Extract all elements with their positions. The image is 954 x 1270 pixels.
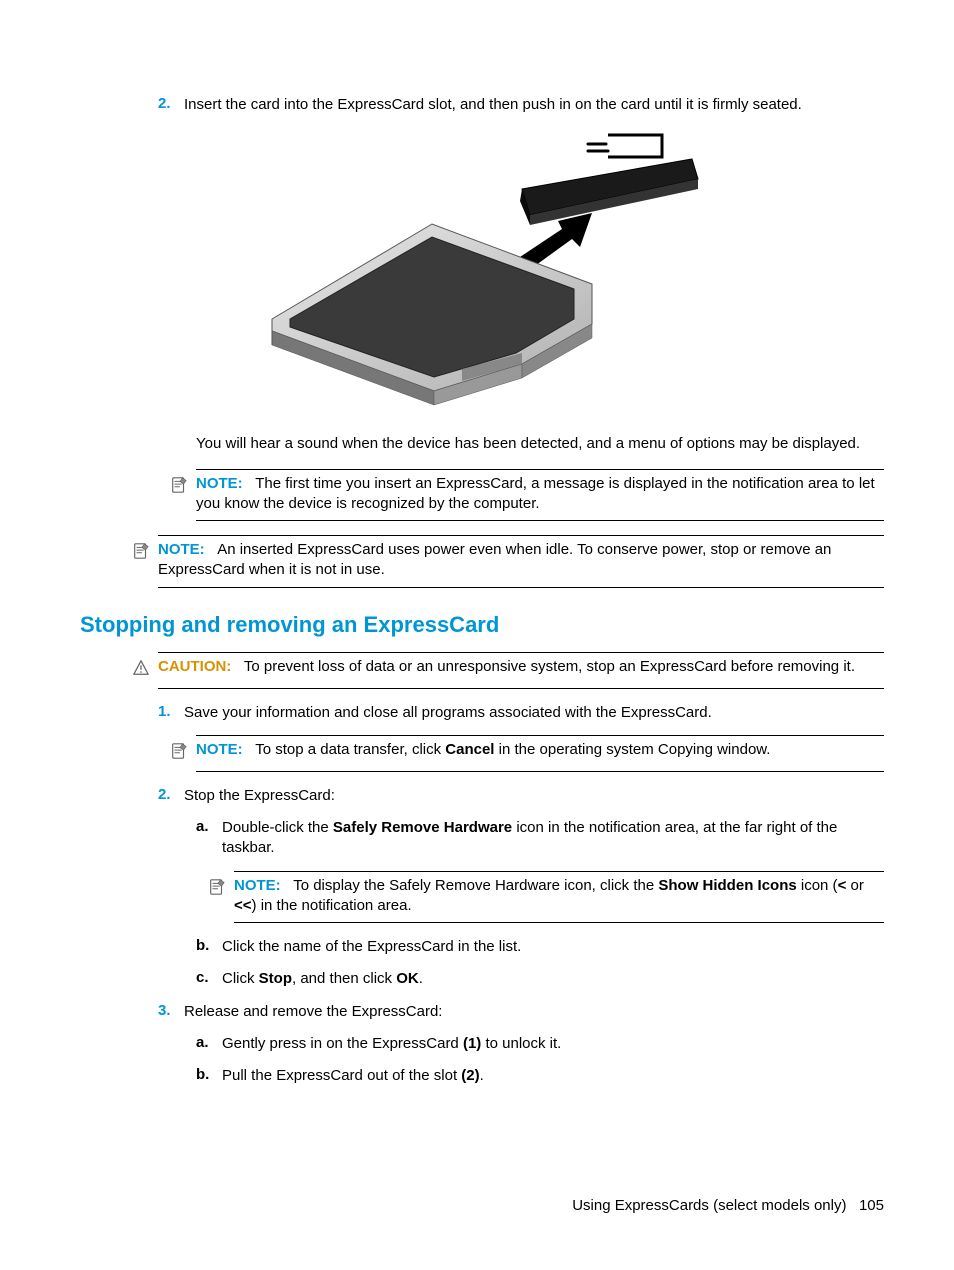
step-number: 3.: [158, 1002, 184, 1022]
substep-letter: a.: [196, 818, 222, 859]
expresscard-illustration-svg: [262, 129, 702, 409]
note-icon: [170, 476, 188, 494]
step-row: 2. Stop the ExpressCard:: [158, 786, 884, 806]
substep-text: Gently press in on the ExpressCard (1) t…: [222, 1034, 884, 1054]
note-box: NOTE: An inserted ExpressCard uses power…: [158, 535, 884, 588]
expresscard-figure: [80, 129, 884, 414]
note-label: NOTE:: [158, 541, 205, 558]
note-content: NOTE: To stop a data transfer, click Can…: [196, 740, 884, 760]
caution-content: CAUTION: To prevent loss of data or an u…: [158, 657, 884, 677]
note-label: NOTE:: [196, 475, 243, 492]
page-footer: Using ExpressCards (select models only) …: [572, 1197, 884, 1214]
caution-icon: [132, 659, 150, 677]
caution-text: To prevent loss of data or an unresponsi…: [244, 658, 855, 675]
note-text: The first time you insert an ExpressCard…: [196, 475, 875, 512]
footer-text: Using ExpressCards (select models only): [572, 1197, 846, 1214]
note-box: NOTE: To stop a data transfer, click Can…: [196, 735, 884, 772]
substep-row: a. Gently press in on the ExpressCard (1…: [196, 1034, 884, 1054]
step-text: Release and remove the ExpressCard:: [184, 1002, 884, 1022]
document-page: 2. Insert the card into the ExpressCard …: [0, 0, 954, 1270]
note-text: An inserted ExpressCard uses power even …: [158, 541, 831, 578]
substep-row: a. Double-click the Safely Remove Hardwa…: [196, 818, 884, 859]
step-row: 2. Insert the card into the ExpressCard …: [158, 95, 884, 115]
page-number: 105: [859, 1197, 884, 1214]
note-label: NOTE:: [234, 877, 281, 894]
caution-label: CAUTION:: [158, 658, 231, 675]
substep-letter: b.: [196, 937, 222, 957]
substep-text: Click the name of the ExpressCard in the…: [222, 937, 884, 957]
step-text: Save your information and close all prog…: [184, 703, 884, 723]
step-row: 1. Save your information and close all p…: [158, 703, 884, 723]
after-figure-text: You will hear a sound when the device ha…: [196, 434, 884, 454]
note-content: NOTE: An inserted ExpressCard uses power…: [158, 540, 884, 581]
substep-text: Click Stop, and then click OK.: [222, 969, 884, 989]
substep-row: b. Pull the ExpressCard out of the slot …: [196, 1066, 884, 1086]
section-heading: Stopping and removing an ExpressCard: [80, 612, 884, 638]
note-label: NOTE:: [196, 741, 243, 758]
step-row: 3. Release and remove the ExpressCard:: [158, 1002, 884, 1022]
substep-letter: c.: [196, 969, 222, 989]
note-box: NOTE: The first time you insert an Expre…: [196, 469, 884, 522]
note-icon: [132, 542, 150, 560]
note-box: NOTE: To display the Safely Remove Hardw…: [234, 871, 884, 924]
substep-text: Double-click the Safely Remove Hardware …: [222, 818, 884, 859]
note-icon: [208, 878, 226, 896]
substep-letter: a.: [196, 1034, 222, 1054]
substep-text: Pull the ExpressCard out of the slot (2)…: [222, 1066, 884, 1086]
substep-row: b. Click the name of the ExpressCard in …: [196, 937, 884, 957]
step-text: Insert the card into the ExpressCard slo…: [184, 95, 884, 115]
note-content: NOTE: The first time you insert an Expre…: [196, 474, 884, 515]
step-number: 2.: [158, 95, 184, 115]
step-number: 2.: [158, 786, 184, 806]
note-content: NOTE: To display the Safely Remove Hardw…: [234, 876, 884, 917]
step-text: Stop the ExpressCard:: [184, 786, 884, 806]
step-number: 1.: [158, 703, 184, 723]
note-icon: [170, 742, 188, 760]
caution-box: CAUTION: To prevent loss of data or an u…: [158, 652, 884, 689]
substep-row: c. Click Stop, and then click OK.: [196, 969, 884, 989]
substep-letter: b.: [196, 1066, 222, 1086]
